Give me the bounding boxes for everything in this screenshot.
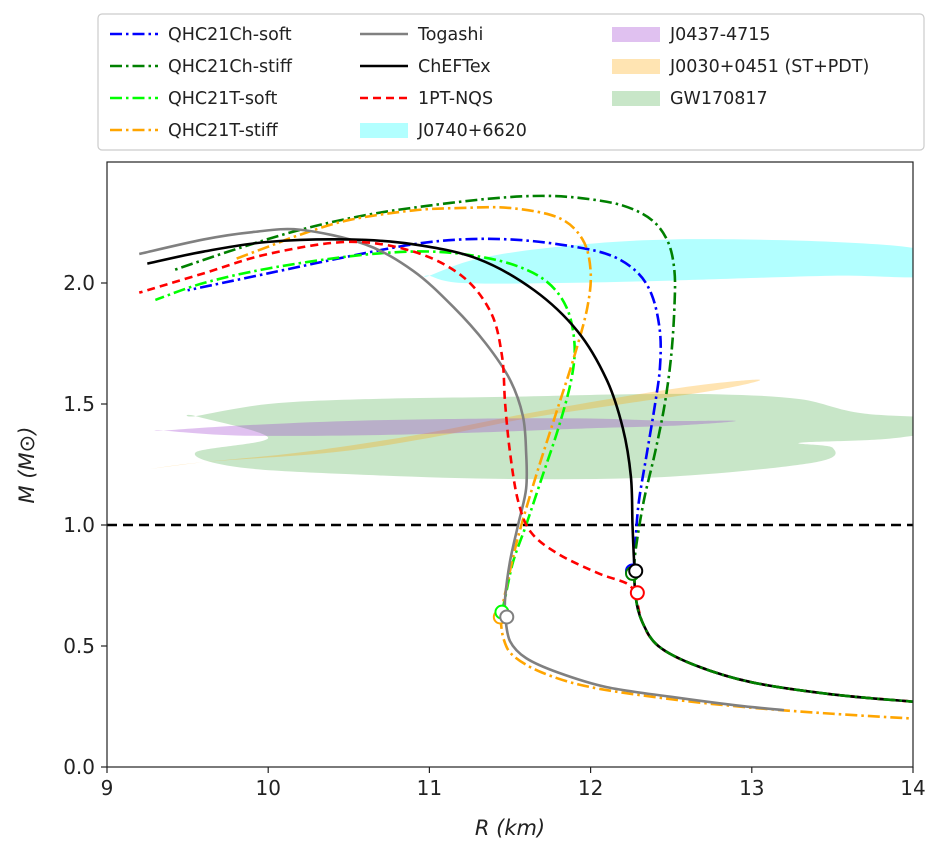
legend-swatch: [360, 123, 408, 138]
legend-label: QHC21Ch-stiff: [168, 57, 293, 77]
x-tick-label: 13: [739, 776, 764, 800]
y-axis-ticks: 0.0 0.5 1.0 1.5 2.0: [63, 271, 107, 779]
transition-markers: [492, 563, 645, 625]
curve-qhc21ch-stiff-crust: [632, 570, 913, 703]
curve-1pt-nqs: [138, 240, 637, 594]
x-tick-label: 11: [417, 776, 442, 800]
legend-entry-j0437-4715: J0437-4715: [612, 25, 771, 45]
marker-1pt-nqs: [629, 585, 645, 601]
legend-entry-cheftex: ChEFTex: [360, 57, 491, 77]
legend-entry-qhc21ch-stiff: QHC21Ch-stiff: [110, 57, 293, 77]
legend-entry-qhc21t-soft: QHC21T-soft: [110, 89, 277, 109]
legend-label: J0030+0451 (ST+PDT): [669, 57, 869, 77]
legend-label: Togashi: [417, 25, 483, 45]
legend-label: QHC21Ch-soft: [168, 25, 292, 45]
x-tick-label: 10: [255, 776, 280, 800]
curve-qhc21t-stiff-crust: [499, 616, 913, 720]
marker-togashi: [499, 609, 515, 625]
curve-qhc21t-soft: [154, 250, 576, 613]
y-axis-label: M (M⊙): [15, 427, 39, 504]
legend-entry-1pt-nqs: 1PT-NQS: [360, 89, 493, 109]
plot-frame: [106, 161, 914, 768]
y-tick-label: 2.0: [63, 271, 95, 295]
eos-curves: [138, 194, 913, 720]
legend-label: 1PT-NQS: [418, 89, 493, 109]
legend-label: J0740+6620: [417, 121, 527, 141]
x-tick-label: 12: [578, 776, 603, 800]
legend-label: J0437-4715: [669, 25, 771, 45]
legend-swatch: [612, 59, 660, 74]
legend-entry-togashi: Togashi: [360, 25, 483, 45]
curve-cheftex: [147, 238, 638, 572]
legend: QHC21Ch-soft QHC21Ch-stiff QHC21T-soft QHC2…: [97, 13, 925, 151]
legend-box: [97, 13, 925, 151]
legend-entry-qhc21ch-soft: QHC21Ch-soft: [110, 25, 292, 45]
y-tick-label: 1.0: [63, 513, 95, 537]
x-tick-label: 14: [900, 776, 925, 800]
legend-entry-j0030-0451-st-pdt: J0030+0451 (ST+PDT): [612, 57, 869, 77]
region-j0740-6620: [424, 239, 913, 284]
legend-swatch: [612, 91, 660, 106]
legend-label: QHC21T-stiff: [168, 121, 279, 141]
region-j0030-0451-st-pdt: [140, 379, 761, 471]
curve-togashi-crust: [503, 616, 785, 712]
y-tick-label: 1.5: [63, 392, 95, 416]
curve-qhc21ch-stiff: [171, 194, 677, 572]
curve-cheftex-crust: [632, 570, 913, 703]
legend-swatch: [612, 27, 660, 42]
legend-entry-gw170817: GW170817: [612, 89, 768, 109]
curve-qhc21t-stiff: [235, 205, 593, 618]
y-tick-label: 0.0: [63, 755, 95, 779]
legend-label: ChEFTex: [418, 57, 491, 77]
marker-cheftex: [628, 563, 644, 579]
x-axis-ticks: 9 10 11 12 13 14: [101, 767, 926, 800]
legend-label: GW170817: [670, 89, 768, 109]
x-tick-label: 9: [101, 776, 114, 800]
y-tick-label: 0.5: [63, 634, 95, 658]
legend-entry-qhc21t-stiff: QHC21T-stiff: [110, 121, 279, 141]
region-j0437-4715: [154, 418, 736, 436]
curve-togashi: [138, 227, 529, 617]
legend-entry-j0740-6620: J0740+6620: [360, 121, 527, 141]
legend-label: QHC21T-soft: [168, 89, 277, 109]
x-axis-label: R (km): [475, 816, 545, 840]
